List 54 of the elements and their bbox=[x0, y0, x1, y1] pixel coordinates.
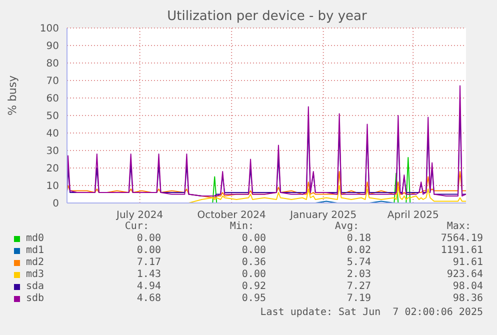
x-tick-label: April 2025 bbox=[387, 210, 439, 222]
y-tick-label: 30 bbox=[46, 146, 59, 158]
text: 0.18 bbox=[346, 233, 371, 244]
text: 1.43 bbox=[136, 269, 161, 280]
text: 0.95 bbox=[242, 293, 266, 304]
x-tick-label: October 2024 bbox=[197, 210, 266, 222]
x-tick-label: January 2025 bbox=[289, 210, 357, 222]
text: Min: bbox=[230, 221, 254, 232]
text: 1191.61 bbox=[440, 245, 483, 256]
text: 923.64 bbox=[446, 269, 483, 280]
text: 0.00 bbox=[242, 245, 266, 256]
y-tick-label: 50 bbox=[46, 111, 59, 122]
text: 98.36 bbox=[452, 293, 483, 304]
y-tick-label: 20 bbox=[46, 164, 59, 175]
text: 7.17 bbox=[136, 257, 161, 268]
text: 0.36 bbox=[242, 257, 266, 268]
y-tick-label: 70 bbox=[46, 76, 59, 88]
text: 0.00 bbox=[242, 269, 266, 280]
text: Max: bbox=[446, 221, 471, 232]
text: 5.74 bbox=[346, 257, 371, 268]
text: 91.61 bbox=[452, 257, 483, 268]
text: 4.94 bbox=[136, 281, 161, 292]
text: 7.19 bbox=[346, 293, 371, 304]
y-tick-label: 90 bbox=[46, 41, 59, 52]
text: 0.00 bbox=[136, 245, 161, 256]
text: 4.68 bbox=[136, 293, 161, 304]
legend-label: md2 bbox=[26, 257, 44, 268]
text: 7.27 bbox=[346, 281, 371, 292]
legend-label: md1 bbox=[26, 245, 44, 256]
line-series bbox=[67, 85, 466, 196]
line-series bbox=[188, 185, 466, 203]
text: 0.00 bbox=[242, 233, 266, 244]
legend-label: sdb bbox=[26, 293, 44, 304]
x-tick-label: July 2024 bbox=[116, 210, 164, 222]
text: Avg: bbox=[334, 221, 359, 232]
text: 2.03 bbox=[346, 269, 371, 280]
y-tick-label: 0 bbox=[52, 198, 59, 210]
y-tick-label: 60 bbox=[46, 94, 59, 105]
text: 0.92 bbox=[242, 281, 266, 292]
y-tick-label: 100 bbox=[40, 24, 59, 35]
text: 98.04 bbox=[452, 281, 483, 292]
chart-title: Utilization per device - by year bbox=[166, 9, 368, 24]
y-tick-label: 40 bbox=[46, 128, 59, 140]
text: Cur: bbox=[124, 221, 149, 232]
legend-label: sda bbox=[26, 281, 44, 292]
text: 0.00 bbox=[136, 233, 161, 244]
y-tick-label: 10 bbox=[46, 181, 59, 192]
text: 0.02 bbox=[346, 245, 371, 256]
legend-label: md0 bbox=[26, 233, 44, 244]
text: Last update: Sat Jun 7 02:00:06 2025 bbox=[260, 307, 483, 318]
text: 7564.19 bbox=[440, 233, 483, 244]
y-axis-title: % busy bbox=[6, 74, 19, 116]
legend-label: md3 bbox=[26, 269, 44, 280]
y-tick-label: 80 bbox=[46, 58, 59, 70]
